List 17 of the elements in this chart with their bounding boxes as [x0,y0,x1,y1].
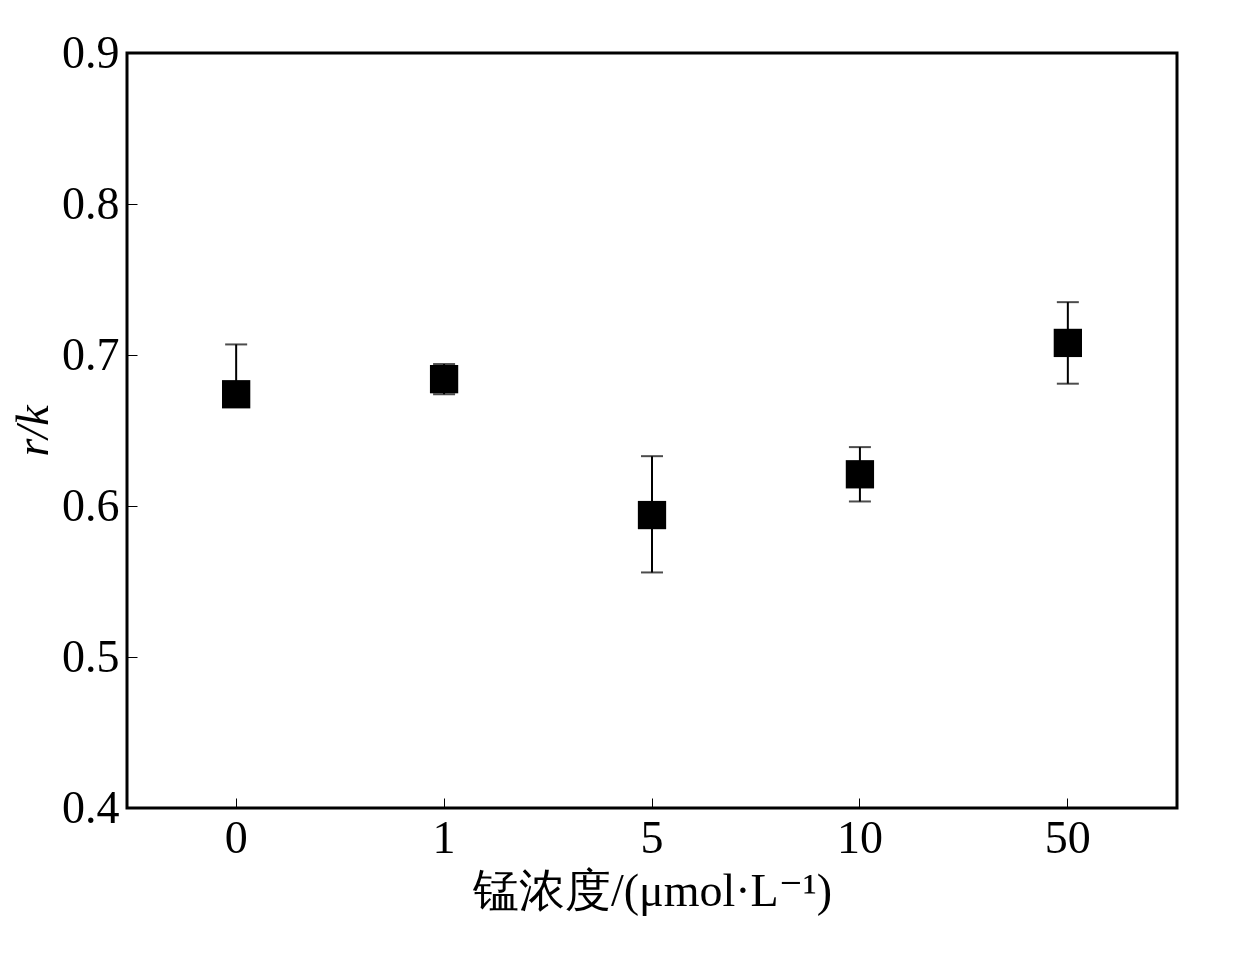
y-tick-label: 0.8 [62,177,120,229]
y-tick-label: 0.9 [62,26,120,78]
x-tick-label: 1 [432,811,456,863]
y-tick-label: 0.7 [62,328,120,380]
y-tick-label: 0.6 [62,479,120,531]
point [637,500,667,530]
x-tick-label: 50 [1044,811,1091,863]
x-axis-title: 锰浓度/(μmol·L⁻¹) [471,864,833,916]
point [222,380,251,409]
y-axis-title: r/k [7,403,58,457]
x-tick-label: 0 [224,811,248,863]
y-tick-label: 0.4 [62,781,120,833]
point [1053,328,1082,358]
y-tick-label: 0.5 [62,630,120,682]
x-tick-label: 5 [640,811,664,863]
x-tick-label: 10 [836,811,883,863]
point [845,460,875,489]
